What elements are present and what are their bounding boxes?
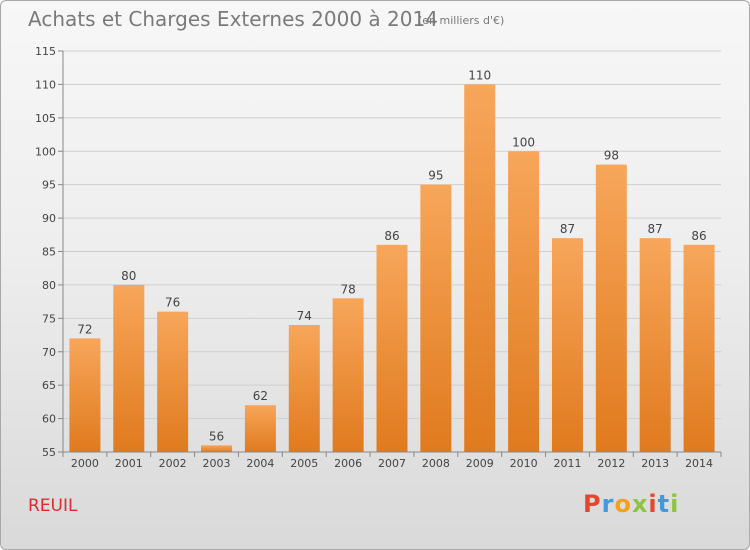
bar: [288, 325, 320, 452]
data-label: 80: [121, 269, 136, 283]
bars: [69, 84, 715, 453]
data-label: 76: [165, 296, 180, 310]
x-tick-label: 2006: [334, 457, 362, 470]
y-tick-label: 75: [42, 312, 56, 325]
bar: [376, 244, 408, 452]
logo-letter: r: [601, 490, 615, 518]
y-tick-label: 55: [42, 446, 56, 459]
y-tick-label: 60: [42, 413, 56, 426]
y-tick-label: 85: [42, 246, 56, 259]
x-tick-label: 2008: [422, 457, 450, 470]
data-label: 72: [77, 322, 92, 336]
data-label: 56: [209, 429, 224, 443]
data-label: 86: [691, 229, 706, 243]
data-label: 95: [428, 169, 443, 183]
chart-title: Achats et Charges Externes 2000 à 2014: [28, 7, 438, 31]
x-tick-label: 2000: [71, 457, 99, 470]
x-axis: 2000 2001 2002 2003 2004 2005 2006 2007 2008 2009…: [62, 451, 722, 470]
x-tick-label: 2010: [510, 457, 538, 470]
data-label: 110: [468, 68, 491, 82]
x-tick-label: 2009: [466, 457, 494, 470]
chart-subtitle: (en milliers d'€): [418, 14, 505, 27]
bar: [157, 311, 189, 452]
logo-letter: P: [583, 490, 602, 518]
x-tick-label: 2004: [246, 457, 274, 470]
x-tick-label: 2005: [290, 457, 318, 470]
y-tick-label: 70: [42, 346, 56, 359]
bar: [464, 84, 496, 453]
x-tick-label: 2013: [641, 457, 669, 470]
bar: [508, 151, 540, 452]
data-label: 78: [340, 282, 355, 296]
data-label: 74: [297, 309, 312, 323]
y-tick-label: 110: [35, 78, 56, 91]
location-label: REUIL: [28, 496, 78, 516]
y-tick-label: 95: [42, 179, 56, 192]
logo-letter: o: [614, 490, 632, 518]
x-tick-label: 2014: [685, 457, 713, 470]
data-label: 98: [604, 149, 619, 163]
logo-letter: i: [670, 490, 680, 518]
data-label: 87: [560, 222, 575, 236]
bar: [113, 284, 145, 452]
y-tick-label: 100: [35, 145, 56, 158]
data-label: 86: [384, 229, 399, 243]
bar: [201, 445, 233, 452]
bar: [551, 238, 583, 452]
logo-letter: x: [631, 490, 649, 518]
bar: [639, 238, 671, 452]
bar: [595, 164, 627, 452]
y-tick-label: 105: [35, 112, 56, 125]
x-tick-label: 2002: [159, 457, 187, 470]
x-tick-label: 2001: [115, 457, 143, 470]
bar: [420, 184, 452, 452]
logo-letter: t: [657, 490, 671, 518]
y-tick-label: 115: [35, 45, 56, 58]
data-label: 100: [512, 135, 535, 149]
proxiti-logo: Proxiti: [583, 490, 679, 518]
data-label: 87: [648, 222, 663, 236]
x-tick-label: 2003: [203, 457, 231, 470]
x-tick-label: 2011: [553, 457, 581, 470]
bar: [244, 405, 276, 452]
data-labels: 72 80 76 56 62 74 78 86 95 110 100 87 98 87 86: [77, 68, 706, 443]
data-label: 62: [253, 389, 268, 403]
y-axis: 55 60 65 70 75 80 85 90 95 100 105 110 115: [35, 45, 64, 459]
x-tick-label: 2012: [597, 457, 625, 470]
bar: [683, 244, 715, 452]
x-tick-label: 2007: [378, 457, 406, 470]
logo-letter: i: [648, 490, 658, 518]
y-tick-label: 90: [42, 212, 56, 225]
y-tick-label: 80: [42, 279, 56, 292]
bar: [69, 338, 101, 452]
bar: [332, 298, 364, 452]
y-tick-label: 65: [42, 379, 56, 392]
